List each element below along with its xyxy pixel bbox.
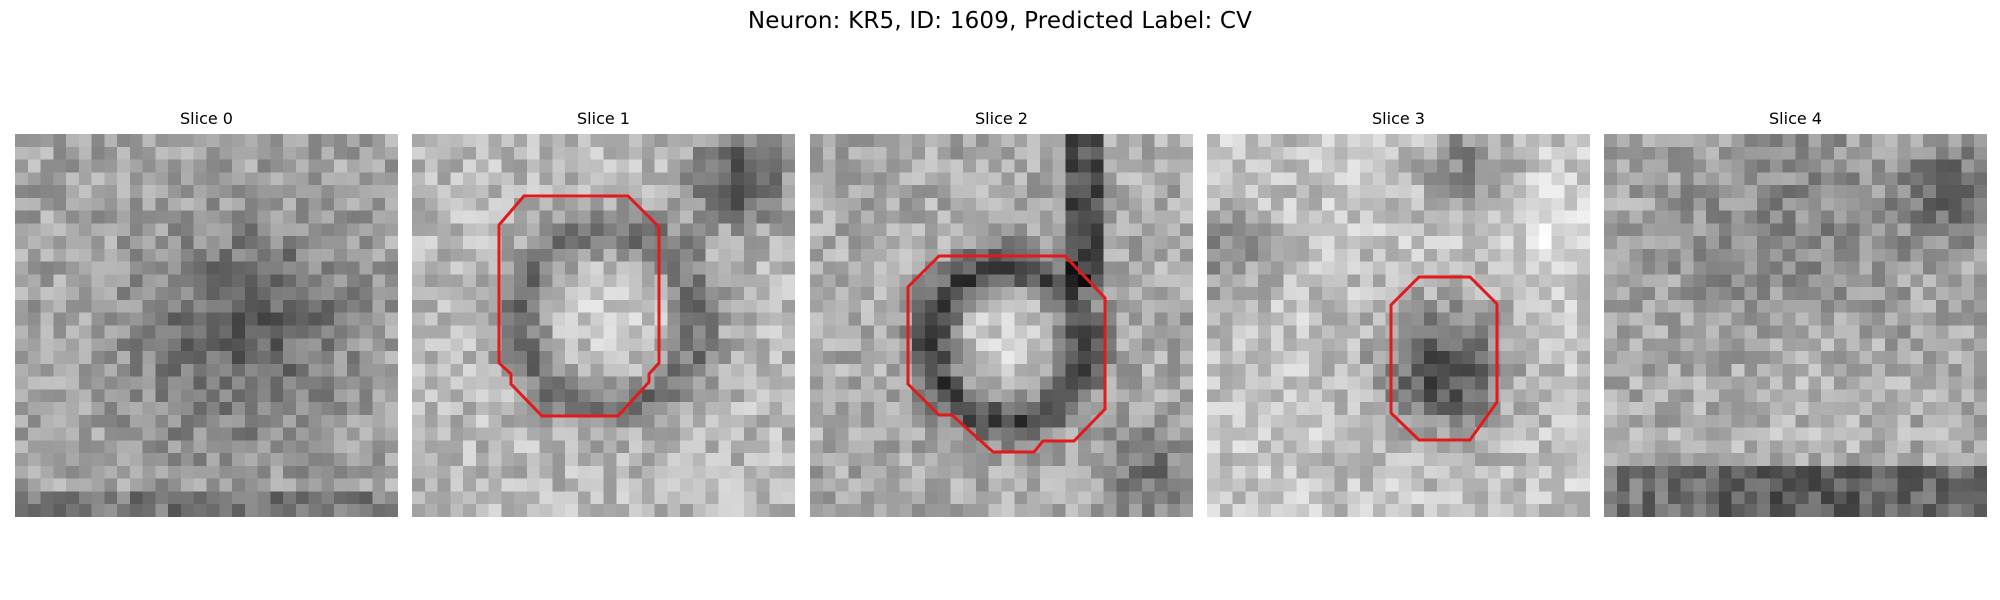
microscopy-slice-image (1604, 134, 1987, 517)
microscopy-slice-image (15, 134, 398, 517)
roi-contour (1389, 275, 1499, 442)
figure-title: Neuron: KR5, ID: 1609, Predicted Label: … (747, 8, 1253, 34)
slice-panel-0: Slice 0 (15, 108, 398, 517)
roi-contour (906, 254, 1107, 454)
slice-title: Slice 0 (180, 109, 233, 128)
slice-title: Slice 3 (1372, 109, 1425, 128)
microscopy-slice-image (412, 134, 795, 517)
slice-title: Slice 2 (975, 109, 1028, 128)
slice-title: Slice 4 (1769, 109, 1822, 128)
slice-panel-2: Slice 2 (810, 108, 1193, 517)
slice-title: Slice 1 (577, 109, 630, 128)
microscopy-slice-image (1207, 134, 1590, 517)
slice-panel-1: Slice 1 (412, 108, 795, 517)
roi-contour (497, 194, 661, 418)
slice-panel-4: Slice 4 (1604, 108, 1987, 517)
slice-panel-3: Slice 3 (1207, 108, 1590, 517)
